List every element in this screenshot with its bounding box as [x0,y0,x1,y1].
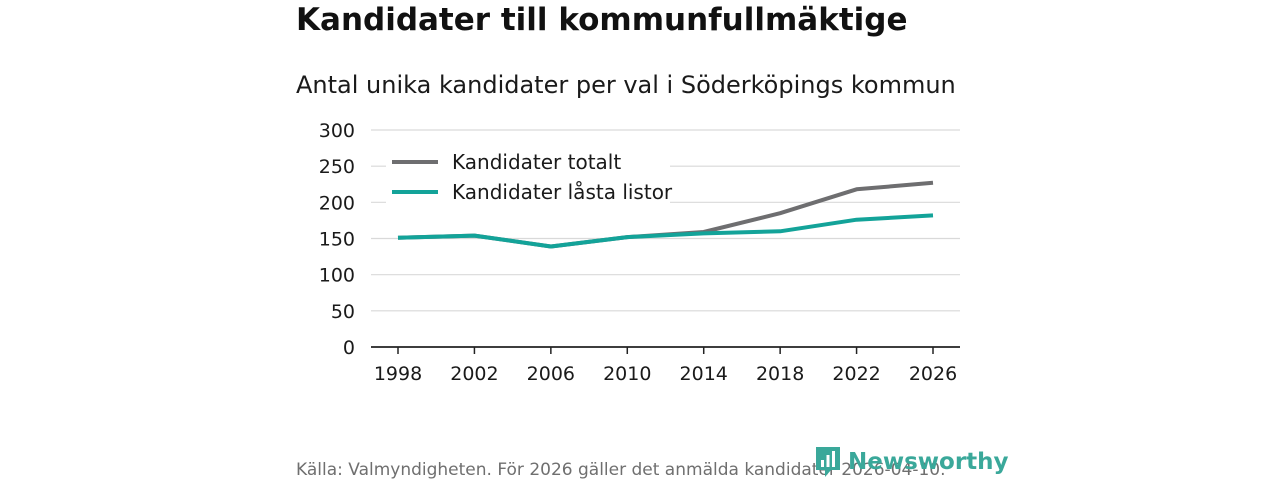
legend-label-total: Kandidater totalt [452,150,621,174]
line-chart: 0 50 100 150 200 250 300 1998 2002 2006 2010 2014 2… [319,120,960,385]
x-tick-label-2002: 2002 [450,363,498,385]
y-tick-label-100: 100 [319,265,355,287]
brand-name: Newsworthy [848,449,1009,475]
y-tick-label-150: 150 [319,229,355,251]
x-tick-label-2022: 2022 [832,363,880,385]
source-note: Källa: Valmyndigheten. För 2026 gäller d… [296,460,946,480]
x-tick-label-2006: 2006 [527,363,575,385]
newsworthy-logo-icon [816,447,840,477]
legend-label-locked: Kandidater låsta listor [452,180,673,204]
legend-background [386,143,670,209]
x-tick-label-2010: 2010 [603,363,651,385]
y-tick-label-200: 200 [319,192,355,214]
brand-logo: Newsworthy [814,446,1009,478]
y-tick-label-0: 0 [343,337,355,359]
x-axis: 1998 2002 2006 2010 2014 2018 2022 2026 [371,346,960,385]
chart-title: Kandidater till kommunfullmäktige [296,2,908,38]
x-tick-label-2014: 2014 [680,363,728,385]
series-line-locked [397,213,934,249]
chart-subtitle: Antal unika kandidater per val i Söderkö… [296,71,956,99]
y-tick-label-50: 50 [331,301,355,323]
y-axis-tick-labels: 0 50 100 150 200 250 300 [319,120,355,359]
x-tick-label-2026: 2026 [909,363,957,385]
y-tick-label-300: 300 [319,120,355,142]
series-lines [397,180,934,249]
x-tick-label-1998: 1998 [374,363,422,385]
x-tick-label-2018: 2018 [756,363,804,385]
y-tick-label-250: 250 [319,156,355,178]
legend: Kandidater totalt Kandidater låsta listor [386,143,673,209]
